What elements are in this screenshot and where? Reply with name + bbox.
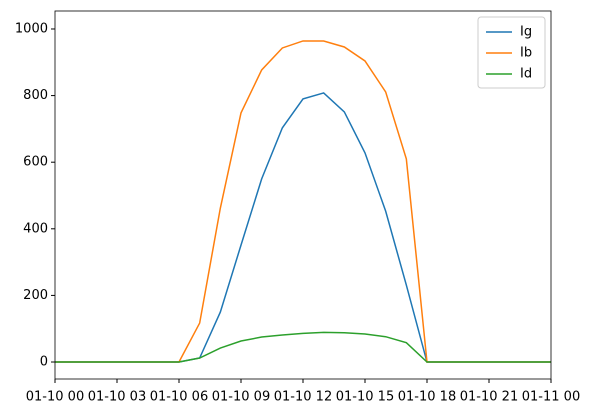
y-tick-label: 600	[23, 155, 48, 170]
y-tick-label: 800	[23, 88, 48, 103]
series-line	[55, 40, 551, 363]
y-tick-label: 0	[40, 355, 48, 370]
y-tick-label: 1000	[15, 21, 48, 36]
y-tick-label: 400	[23, 221, 48, 236]
legend-label: Ib	[520, 46, 532, 61]
plot-frame	[54, 10, 552, 380]
x-tick-label: 01-10 15	[336, 390, 394, 405]
x-tick-label: 01-10 09	[212, 390, 270, 405]
x-tick-label: 01-10 21	[460, 390, 518, 405]
series-line	[55, 331, 551, 363]
x-tick-label: 01-10 00	[26, 390, 84, 405]
x-tick-label: 01-10 12	[274, 390, 332, 405]
y-tick-label: 200	[23, 288, 48, 303]
series-line	[55, 92, 551, 363]
legend-label: Ig	[520, 25, 532, 40]
x-tick-label: 01-10 06	[150, 390, 208, 405]
legend-label: Id	[520, 67, 532, 82]
x-tick-label: 01-11 00	[522, 390, 580, 405]
x-tick-label: 01-10 03	[88, 390, 146, 405]
x-tick-label: 01-10 18	[398, 390, 456, 405]
